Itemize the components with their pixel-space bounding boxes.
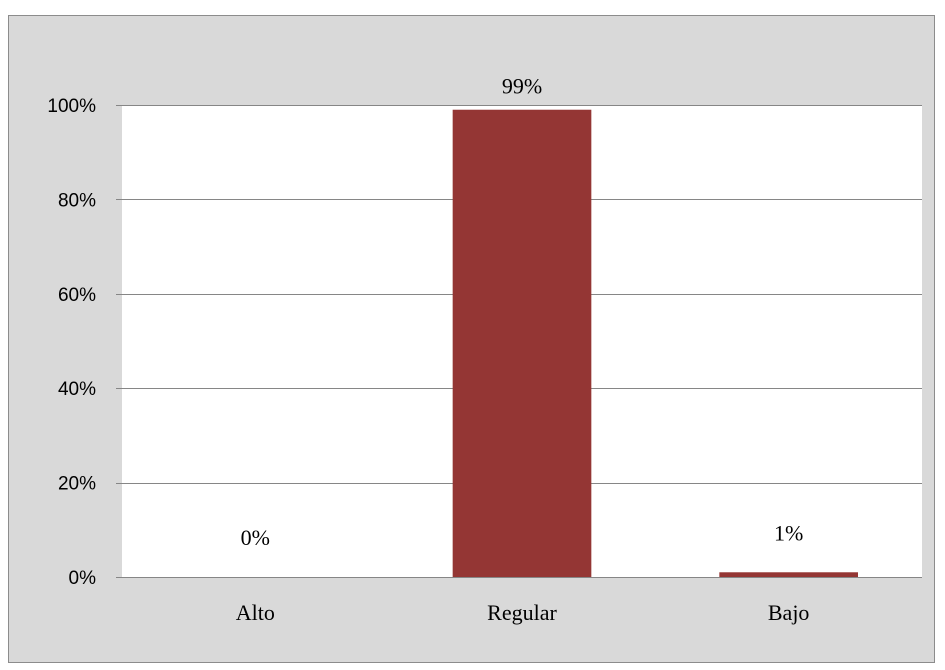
- y-tick-label: 60%: [58, 285, 96, 306]
- y-tick-label: 80%: [58, 190, 96, 211]
- bar-regular: [452, 109, 592, 577]
- y-tick-label: 100%: [47, 96, 96, 117]
- y-tick-label: 20%: [58, 474, 96, 495]
- bar-bajo: [719, 572, 858, 577]
- y-axis-tick-labels: 0% 20% 40% 60% 80% 100%: [47, 96, 96, 589]
- x-category-label: Bajo: [768, 600, 810, 625]
- x-category-label: Regular: [487, 600, 557, 625]
- data-label: 1%: [774, 520, 803, 545]
- x-axis-category-labels: Alto Regular Bajo: [236, 600, 810, 625]
- y-tick-label: 40%: [58, 379, 96, 400]
- data-labels: 0% 99% 1%: [241, 74, 804, 550]
- data-label: 0%: [241, 525, 270, 550]
- data-label: 99%: [502, 74, 542, 99]
- bars: [452, 109, 858, 577]
- y-tick-label: 0%: [69, 568, 97, 589]
- x-category-label: Alto: [236, 600, 275, 625]
